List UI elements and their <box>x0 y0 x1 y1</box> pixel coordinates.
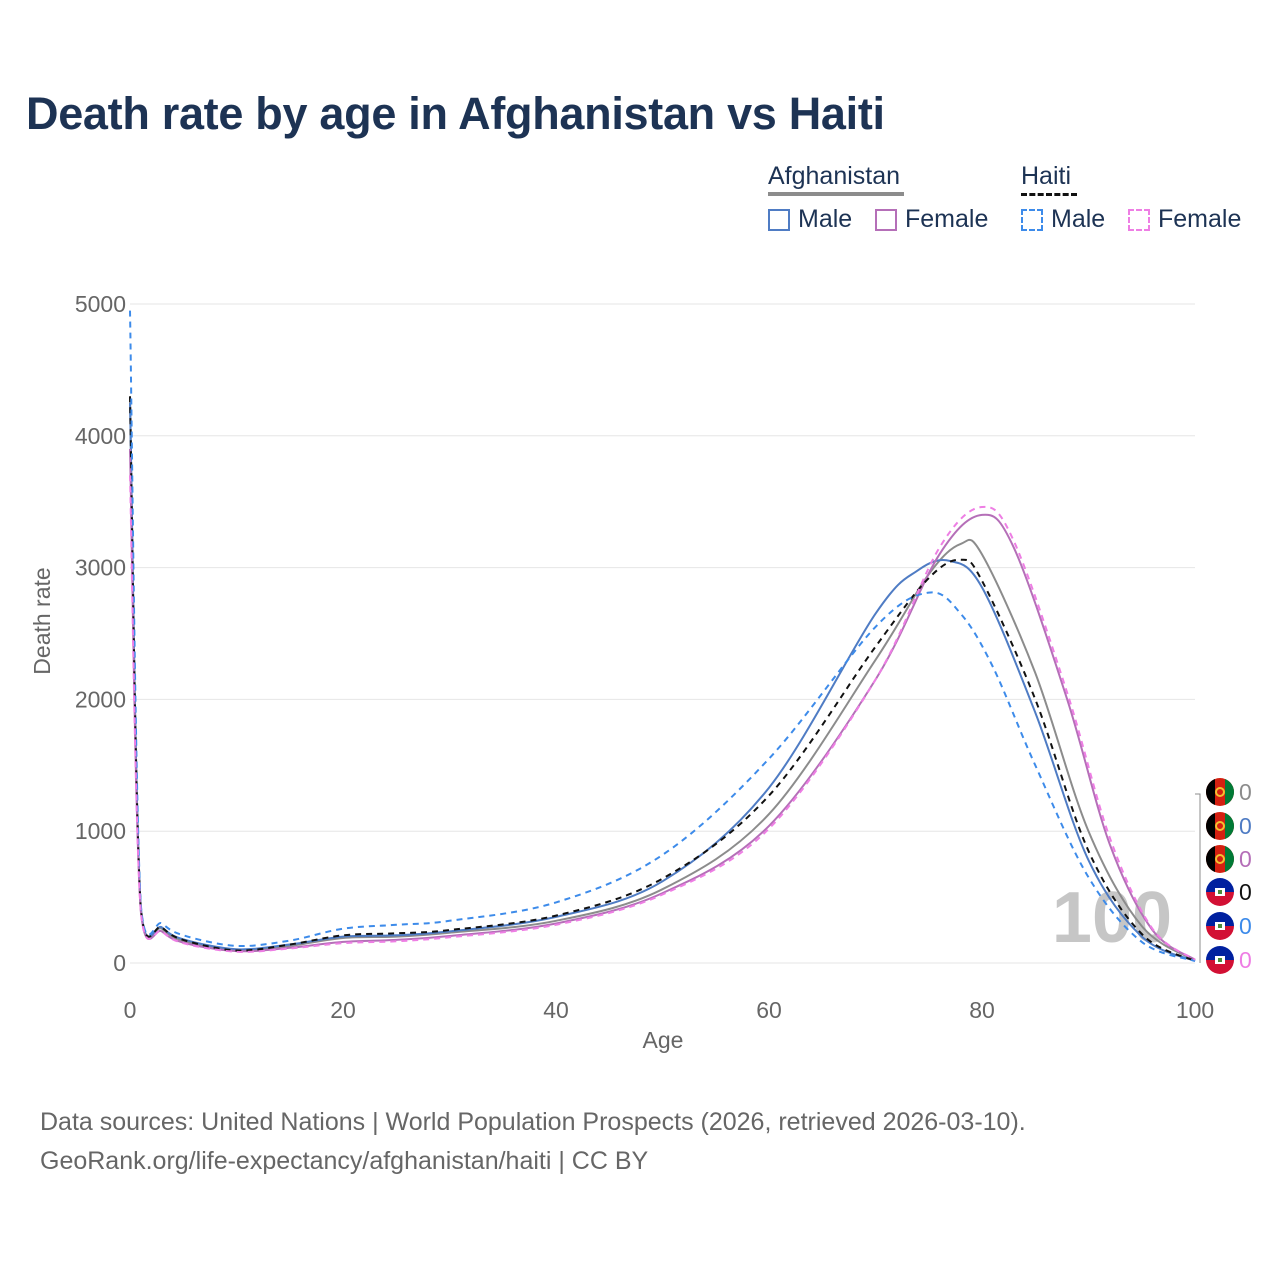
end-label-flag-4 <box>1206 912 1234 940</box>
y-axis-label: Death rate <box>29 567 55 674</box>
x-tick-label: 100 <box>1176 997 1214 1023</box>
series-line-2[interactable] <box>129 448 1196 961</box>
end-label-connector <box>1195 793 1201 963</box>
end-label-value: 0 <box>1239 813 1252 839</box>
end-label-flag-1 <box>1206 812 1234 840</box>
y-tick-label: 5000 <box>75 291 126 317</box>
series-line-0[interactable] <box>129 396 1196 962</box>
chart-title: Death rate by age in Afghanistan vs Hait… <box>26 88 885 139</box>
x-tick-label: 0 <box>124 997 137 1023</box>
y-tick-label: 3000 <box>75 555 126 581</box>
end-label-value: 0 <box>1239 879 1252 905</box>
series-layer <box>129 310 1196 962</box>
legend-swatch-haiti-female <box>1128 208 1150 231</box>
y-tick-label: 2000 <box>75 686 126 712</box>
legend-label-haiti-female: Female <box>1158 205 1242 233</box>
legend-label-afghanistan-male: Male <box>798 205 853 233</box>
end-label-flag-0 <box>1206 778 1234 806</box>
legend-haiti-male[interactable]: Male <box>1021 205 1105 234</box>
end-label-value: 0 <box>1239 913 1252 939</box>
end-label-value: 0 <box>1239 947 1252 973</box>
footer-source: Data sources: United Nations | World Pop… <box>40 1108 1026 1136</box>
x-axis-ticks: 0 20 40 60 80 100 <box>124 997 1215 1023</box>
end-label-flag-2 <box>1206 845 1234 873</box>
series-line-4[interactable] <box>129 310 1196 962</box>
y-tick-label: 4000 <box>75 423 126 449</box>
series-line-5[interactable] <box>129 475 1196 961</box>
end-label-flag-3 <box>1206 878 1234 906</box>
y-axis-ticks: 0 1000 2000 3000 4000 5000 <box>75 291 126 976</box>
x-axis-label: Age <box>643 1027 684 1053</box>
end-labels: 0 0 0 0 0 0 <box>1195 778 1252 974</box>
legend-group-afghanistan-line <box>768 192 904 196</box>
legend-group-afghanistan[interactable]: Afghanistan <box>768 162 904 196</box>
x-tick-label: 80 <box>969 997 995 1023</box>
legend-group-afghanistan-label: Afghanistan <box>768 162 901 190</box>
x-tick-label: 20 <box>330 997 356 1023</box>
x-tick-label: 60 <box>756 997 782 1023</box>
end-label-value: 0 <box>1239 846 1252 872</box>
legend-group-haiti-label: Haiti <box>1021 162 1072 190</box>
legend-swatch-haiti-male <box>1021 208 1043 231</box>
legend-label-afghanistan-female: Female <box>905 205 989 233</box>
y-tick-label: 1000 <box>75 818 126 844</box>
series-line-1[interactable] <box>129 402 1196 962</box>
legend-haiti-female[interactable]: Female <box>1128 205 1241 234</box>
legend-group-haiti-line <box>1021 193 1077 196</box>
series-line-3[interactable] <box>129 396 1196 962</box>
legend-label-haiti-male: Male <box>1051 205 1106 233</box>
legend-swatch-afghanistan-female <box>875 208 897 231</box>
legend-afghanistan-female[interactable]: Female <box>875 205 988 234</box>
legend-swatch-afghanistan-male <box>768 208 790 231</box>
legend-group-haiti[interactable]: Haiti <box>1021 162 1077 196</box>
x-tick-label: 40 <box>543 997 569 1023</box>
legend-afghanistan-male[interactable]: Male <box>768 205 852 234</box>
end-label-value: 0 <box>1239 779 1252 805</box>
footer-credit[interactable]: GeoRank.org/life-expectancy/afghanistan/… <box>40 1147 649 1175</box>
grid-lines <box>130 303 1195 964</box>
y-tick-label: 0 <box>113 950 126 976</box>
end-label-flag-5 <box>1206 946 1234 974</box>
